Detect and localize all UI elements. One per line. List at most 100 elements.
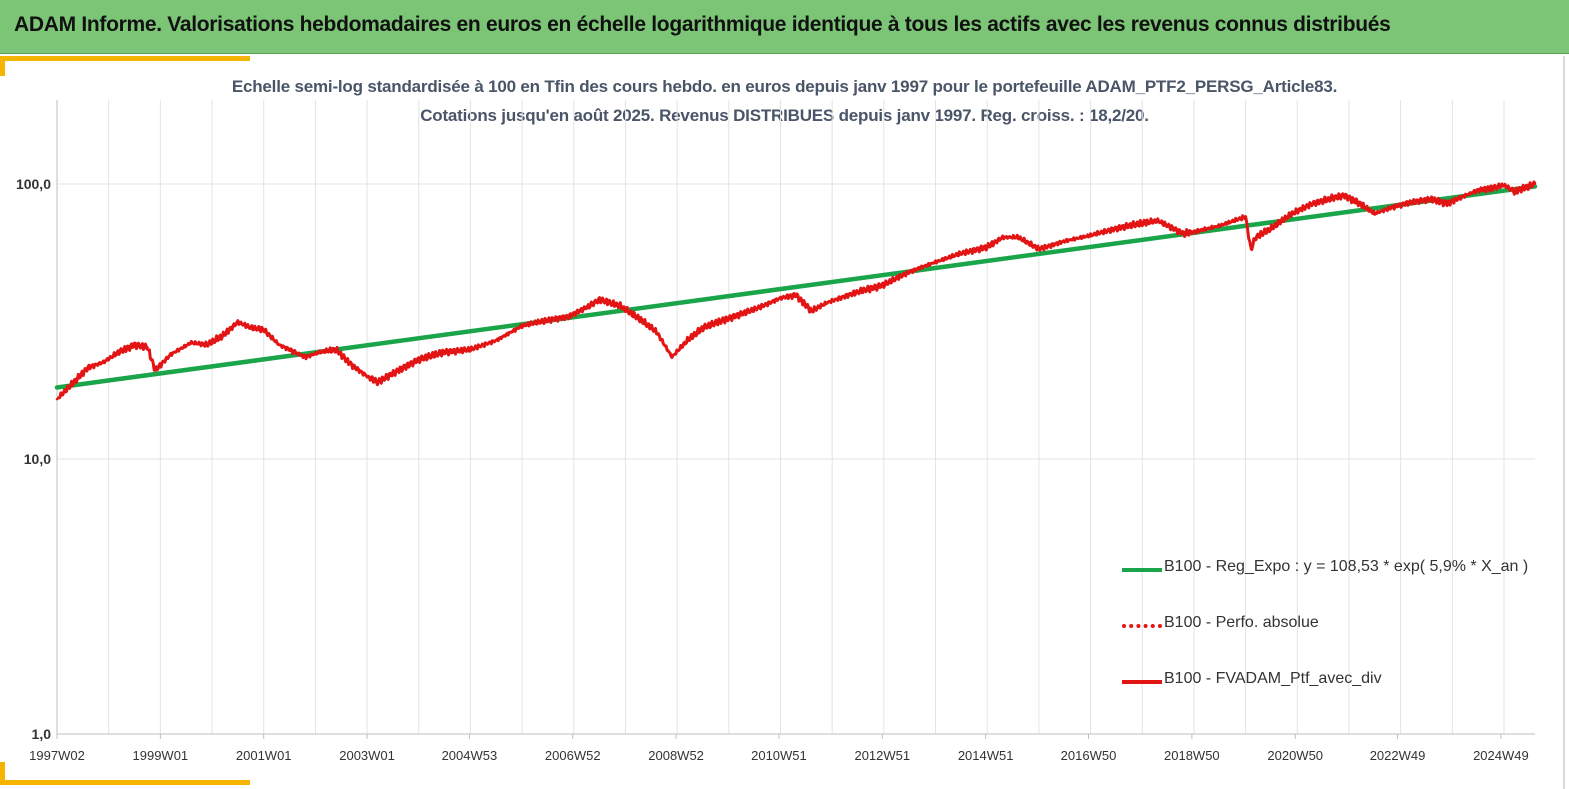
portfolio-point xyxy=(1244,215,1247,218)
portfolio-point xyxy=(546,318,550,322)
portfolio-point xyxy=(221,334,224,338)
portfolio-point xyxy=(236,320,240,324)
portfolio-point xyxy=(1513,190,1516,193)
chart-grid xyxy=(56,100,1535,735)
portfolio-point xyxy=(1430,198,1433,201)
portfolio-point xyxy=(1290,212,1294,215)
portfolio-point xyxy=(71,382,74,385)
portfolio-point xyxy=(908,270,911,273)
y-tick-label: 100,0 xyxy=(16,176,51,192)
accent-bar-bottom xyxy=(0,780,250,785)
portfolio-point xyxy=(1270,227,1273,230)
portfolio-point xyxy=(1476,188,1480,192)
portfolio-point xyxy=(810,309,813,313)
portfolio-point xyxy=(727,317,731,320)
portfolio-point xyxy=(205,343,209,347)
portfolio-point xyxy=(293,350,296,354)
legend-label-portfolio: B100 - FVADAM_Ptf_avec_div xyxy=(1164,670,1382,687)
x-tick-label: 2018W50 xyxy=(1164,748,1220,763)
legend-swatch-regression xyxy=(1122,568,1162,572)
x-tick-label: 2008W52 xyxy=(648,748,704,763)
portfolio-point xyxy=(1141,222,1144,225)
chart-axes xyxy=(56,100,1535,739)
portfolio-point xyxy=(794,293,798,297)
portfolio-point xyxy=(670,355,674,359)
portfolio-point xyxy=(117,350,121,354)
chart-subtitle: Cotations jusqu'en août 2025. Revenus DI… xyxy=(420,106,1149,125)
portfolio-point xyxy=(1373,212,1376,215)
portfolio-point xyxy=(417,358,420,361)
x-tick-label: 2006W52 xyxy=(545,748,601,763)
portfolio-point xyxy=(655,330,658,334)
x-tick-label: 2014W51 xyxy=(958,748,1014,763)
accent-bar-top xyxy=(0,56,250,61)
portfolio-point xyxy=(598,298,601,301)
portfolio-point xyxy=(588,304,591,308)
x-tick-label: 2010W51 xyxy=(751,748,807,763)
portfolio-point xyxy=(882,283,886,286)
x-tick-label: 2016W50 xyxy=(1061,748,1117,763)
portfolio-point xyxy=(1249,247,1252,251)
portfolio-point xyxy=(1156,219,1159,222)
accent-corner-bottom xyxy=(0,762,5,784)
portfolio-point xyxy=(1063,239,1066,243)
legend-item-perfo: B100 - Perfo. absolue xyxy=(1122,612,1542,668)
legend-item-portfolio: B100 - FVADAM_Ptf_avec_div xyxy=(1122,668,1542,724)
chart-legend: B100 - Reg_Expo : y = 108,53 * exp( 5,9%… xyxy=(1122,556,1542,724)
legend-label-regression: B100 - Reg_Expo : y = 108,53 * exp( 5,9%… xyxy=(1164,558,1529,575)
x-tick-label: 2001W01 xyxy=(236,748,292,763)
y-tick-label: 1,0 xyxy=(32,726,52,742)
portfolio-point xyxy=(1342,194,1345,197)
portfolio-point xyxy=(1502,184,1506,187)
portfolio-point xyxy=(851,292,855,295)
portfolio-point xyxy=(1533,182,1537,186)
accent-corner-top xyxy=(0,56,5,76)
portfolio-point xyxy=(1182,232,1185,235)
portfolio-point xyxy=(86,366,90,369)
portfolio-point xyxy=(350,363,353,367)
portfolio-point xyxy=(1492,186,1495,189)
x-tick-label: 1999W01 xyxy=(133,748,189,763)
portfolio-point xyxy=(495,339,498,342)
portfolio-point xyxy=(1192,230,1196,234)
title-banner: ADAM Informe. Valorisations hebdomadaire… xyxy=(0,0,1569,54)
x-tick-label: 2012W51 xyxy=(854,748,910,763)
portfolio-point xyxy=(960,252,963,255)
portfolio-point xyxy=(520,324,524,328)
banner-title: ADAM Informe. Valorisations hebdomadaire… xyxy=(14,13,1391,36)
portfolio-point xyxy=(934,260,937,264)
portfolio-point xyxy=(779,296,782,300)
portfolio-point xyxy=(1115,227,1118,230)
portfolio-point xyxy=(686,339,689,342)
portfolio-point xyxy=(262,328,265,331)
portfolio-point xyxy=(153,369,157,372)
portfolio-point xyxy=(443,350,446,354)
portfolio-point xyxy=(365,375,369,378)
portfolio-point xyxy=(469,348,472,351)
frame-right-border xyxy=(1563,56,1565,789)
portfolio-point xyxy=(1254,236,1258,239)
x-tick-label: 2024W49 xyxy=(1473,748,1529,763)
portfolio-point xyxy=(190,341,193,344)
portfolio-point xyxy=(102,360,105,364)
x-tick-label: 2022W49 xyxy=(1370,748,1426,763)
portfolio-point xyxy=(567,315,570,318)
x-tick-label: 2004W53 xyxy=(442,748,498,763)
portfolio-point xyxy=(1037,247,1041,251)
y-tick-label: 10,0 xyxy=(24,451,51,467)
legend-item-regression: B100 - Reg_Expo : y = 108,53 * exp( 5,9%… xyxy=(1122,556,1542,612)
portfolio-point xyxy=(1358,202,1361,205)
legend-label-perfo: B100 - Perfo. absolue xyxy=(1164,614,1319,631)
portfolio-point xyxy=(396,369,400,372)
portfolio-point xyxy=(639,318,643,322)
portfolio-point xyxy=(278,343,281,347)
portfolio-point xyxy=(303,355,307,359)
portfolio-point xyxy=(133,343,136,347)
portfolio-point xyxy=(1445,202,1449,205)
legend-swatch-perfo xyxy=(1122,624,1162,628)
portfolio-point xyxy=(1001,236,1004,239)
portfolio-point xyxy=(146,346,149,349)
portfolio-point xyxy=(701,326,705,329)
portfolio-point xyxy=(1461,195,1464,198)
